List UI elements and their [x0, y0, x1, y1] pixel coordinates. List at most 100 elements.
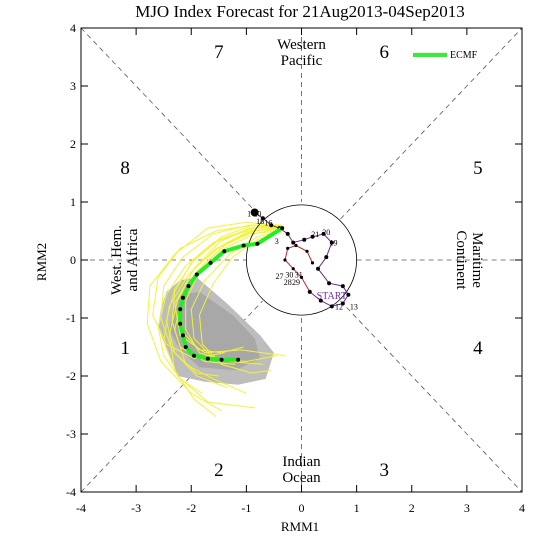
region-right-line-1: Maritime [469, 232, 485, 288]
legend-label: ECMF [450, 50, 478, 61]
phase-number-2: 2 [214, 460, 224, 481]
region-bottom-line-2: Ocean [282, 470, 321, 486]
observed-point-18 [318, 298, 323, 303]
y-tick-label-1: -4 [66, 485, 76, 499]
observed-recent-point-6 [294, 243, 298, 248]
observed-point-11 [324, 255, 329, 260]
day-label-14: 12 [335, 302, 343, 311]
diagonal-upper-right [340, 27, 523, 220]
observed-path: START [250, 208, 351, 309]
ecmwf-mean-point-12 [183, 345, 188, 349]
legend: ECMF [413, 50, 478, 61]
x-tick-label-1: -4 [76, 501, 86, 515]
ecmwf-mean-point-6 [194, 272, 199, 277]
observed-point-13 [327, 281, 332, 286]
observed-point-2 [260, 216, 265, 221]
observed-recent-line [284, 244, 313, 293]
ecmwf-mean-point-3 [241, 243, 246, 248]
x-tick-label-9: 4 [519, 501, 525, 515]
observed-point-12 [316, 266, 321, 271]
observed-point-6 [291, 240, 296, 245]
unit-circle-ring [245, 204, 358, 316]
phase-number-4: 4 [473, 338, 483, 359]
ecmwf-mean-point-14 [205, 356, 210, 361]
ecmwf-mean-point-15 [219, 357, 224, 362]
y-tick-label-5: 0 [70, 253, 76, 267]
ecmwf-mean-line [178, 226, 284, 362]
day-label-7: 19 [329, 239, 337, 248]
ecmwf-mean-point-16 [236, 357, 241, 362]
ecmwf-mean-point-4 [222, 249, 227, 254]
observed-latest-point [250, 208, 259, 217]
y-axis-label: RMM2 [34, 243, 49, 281]
observed-recent-point-7 [305, 249, 309, 253]
observed-point-16 [340, 301, 345, 306]
phase-number-7: 7 [214, 42, 224, 63]
ensemble-line-9 [152, 224, 280, 360]
x-tick-label-7: 2 [409, 501, 415, 515]
diagonal-lower-right [340, 300, 523, 493]
observed-point-9 [321, 231, 326, 236]
phase-number-1: 1 [120, 338, 130, 359]
diagonal-upper-left [80, 27, 263, 220]
ensemble-line-13 [157, 227, 280, 394]
day-label-13: 29 [292, 278, 300, 287]
day-label-9: 30 [285, 271, 293, 280]
x-tick-label-8: 3 [464, 501, 470, 515]
observed-point-8 [310, 234, 315, 239]
region-top-line-1: Western [277, 37, 326, 53]
day-label-5: 21 [311, 230, 319, 239]
observed-recent-point-1 [308, 290, 312, 294]
phase-number-5: 5 [473, 158, 483, 179]
observed-recent-point-8 [310, 261, 315, 265]
day-label-8: 3 [275, 237, 279, 246]
region-left-line-2: and Africa [125, 228, 141, 291]
day-label-6: 20 [322, 228, 330, 237]
region-bottom-line-1: Indian [282, 454, 321, 470]
observed-point-15 [346, 292, 351, 297]
x-tick-label-4: -1 [241, 501, 251, 515]
ecmwf-mean-point-13 [192, 353, 197, 358]
ecmwf-mean-point-11 [180, 333, 185, 338]
ensemble-line-5 [146, 221, 280, 412]
x-tick-label-2: -3 [131, 501, 141, 515]
y-tick-label-8: 3 [70, 79, 76, 93]
ecmwf-mean-forecast [178, 226, 285, 362]
observed-recent-point-3 [291, 267, 295, 271]
y-tick-label-9: 4 [70, 21, 76, 35]
day-label-12: 28 [284, 278, 292, 287]
observed-point-3 [269, 223, 274, 228]
region-left-line-1: West. Hem. [109, 225, 125, 295]
observed-recent-point-4 [283, 258, 287, 262]
observed-point-7 [302, 237, 307, 242]
observed-recent-point-2 [299, 275, 304, 279]
ecmwf-mean-point-9 [178, 307, 183, 312]
day-label-11: 27 [275, 272, 283, 281]
phase-number-6: 6 [379, 42, 389, 63]
phase-number-3: 3 [379, 460, 389, 481]
y-tick-label-3: -2 [66, 369, 76, 383]
day-label-10: 31 [295, 271, 303, 280]
day-label-1: 1 [247, 210, 251, 219]
x-tick-label-5: 0 [299, 501, 305, 515]
day-label-2: 20 [253, 210, 261, 219]
ecmwf-mean-point-2 [255, 241, 260, 246]
observed-point-5 [285, 231, 290, 236]
y-tick-label-7: 2 [70, 137, 76, 151]
region-right-line-2: Continent [453, 230, 469, 290]
x-tick-label-3: -2 [186, 501, 196, 515]
ecmwf-mean-point-1 [280, 226, 285, 231]
unit-circle [245, 204, 358, 316]
ecmwf-mean-point-5 [208, 260, 213, 265]
region-top-line-2: Pacific [281, 53, 323, 69]
chart-title: MJO Index Forecast for 21Aug2013-04Sep20… [135, 2, 465, 21]
x-axis-label: RMM1 [281, 519, 319, 534]
observed-recent-point-5 [286, 246, 290, 250]
day-label-4: 16 [264, 218, 272, 227]
day-label-15: 13 [350, 302, 358, 311]
